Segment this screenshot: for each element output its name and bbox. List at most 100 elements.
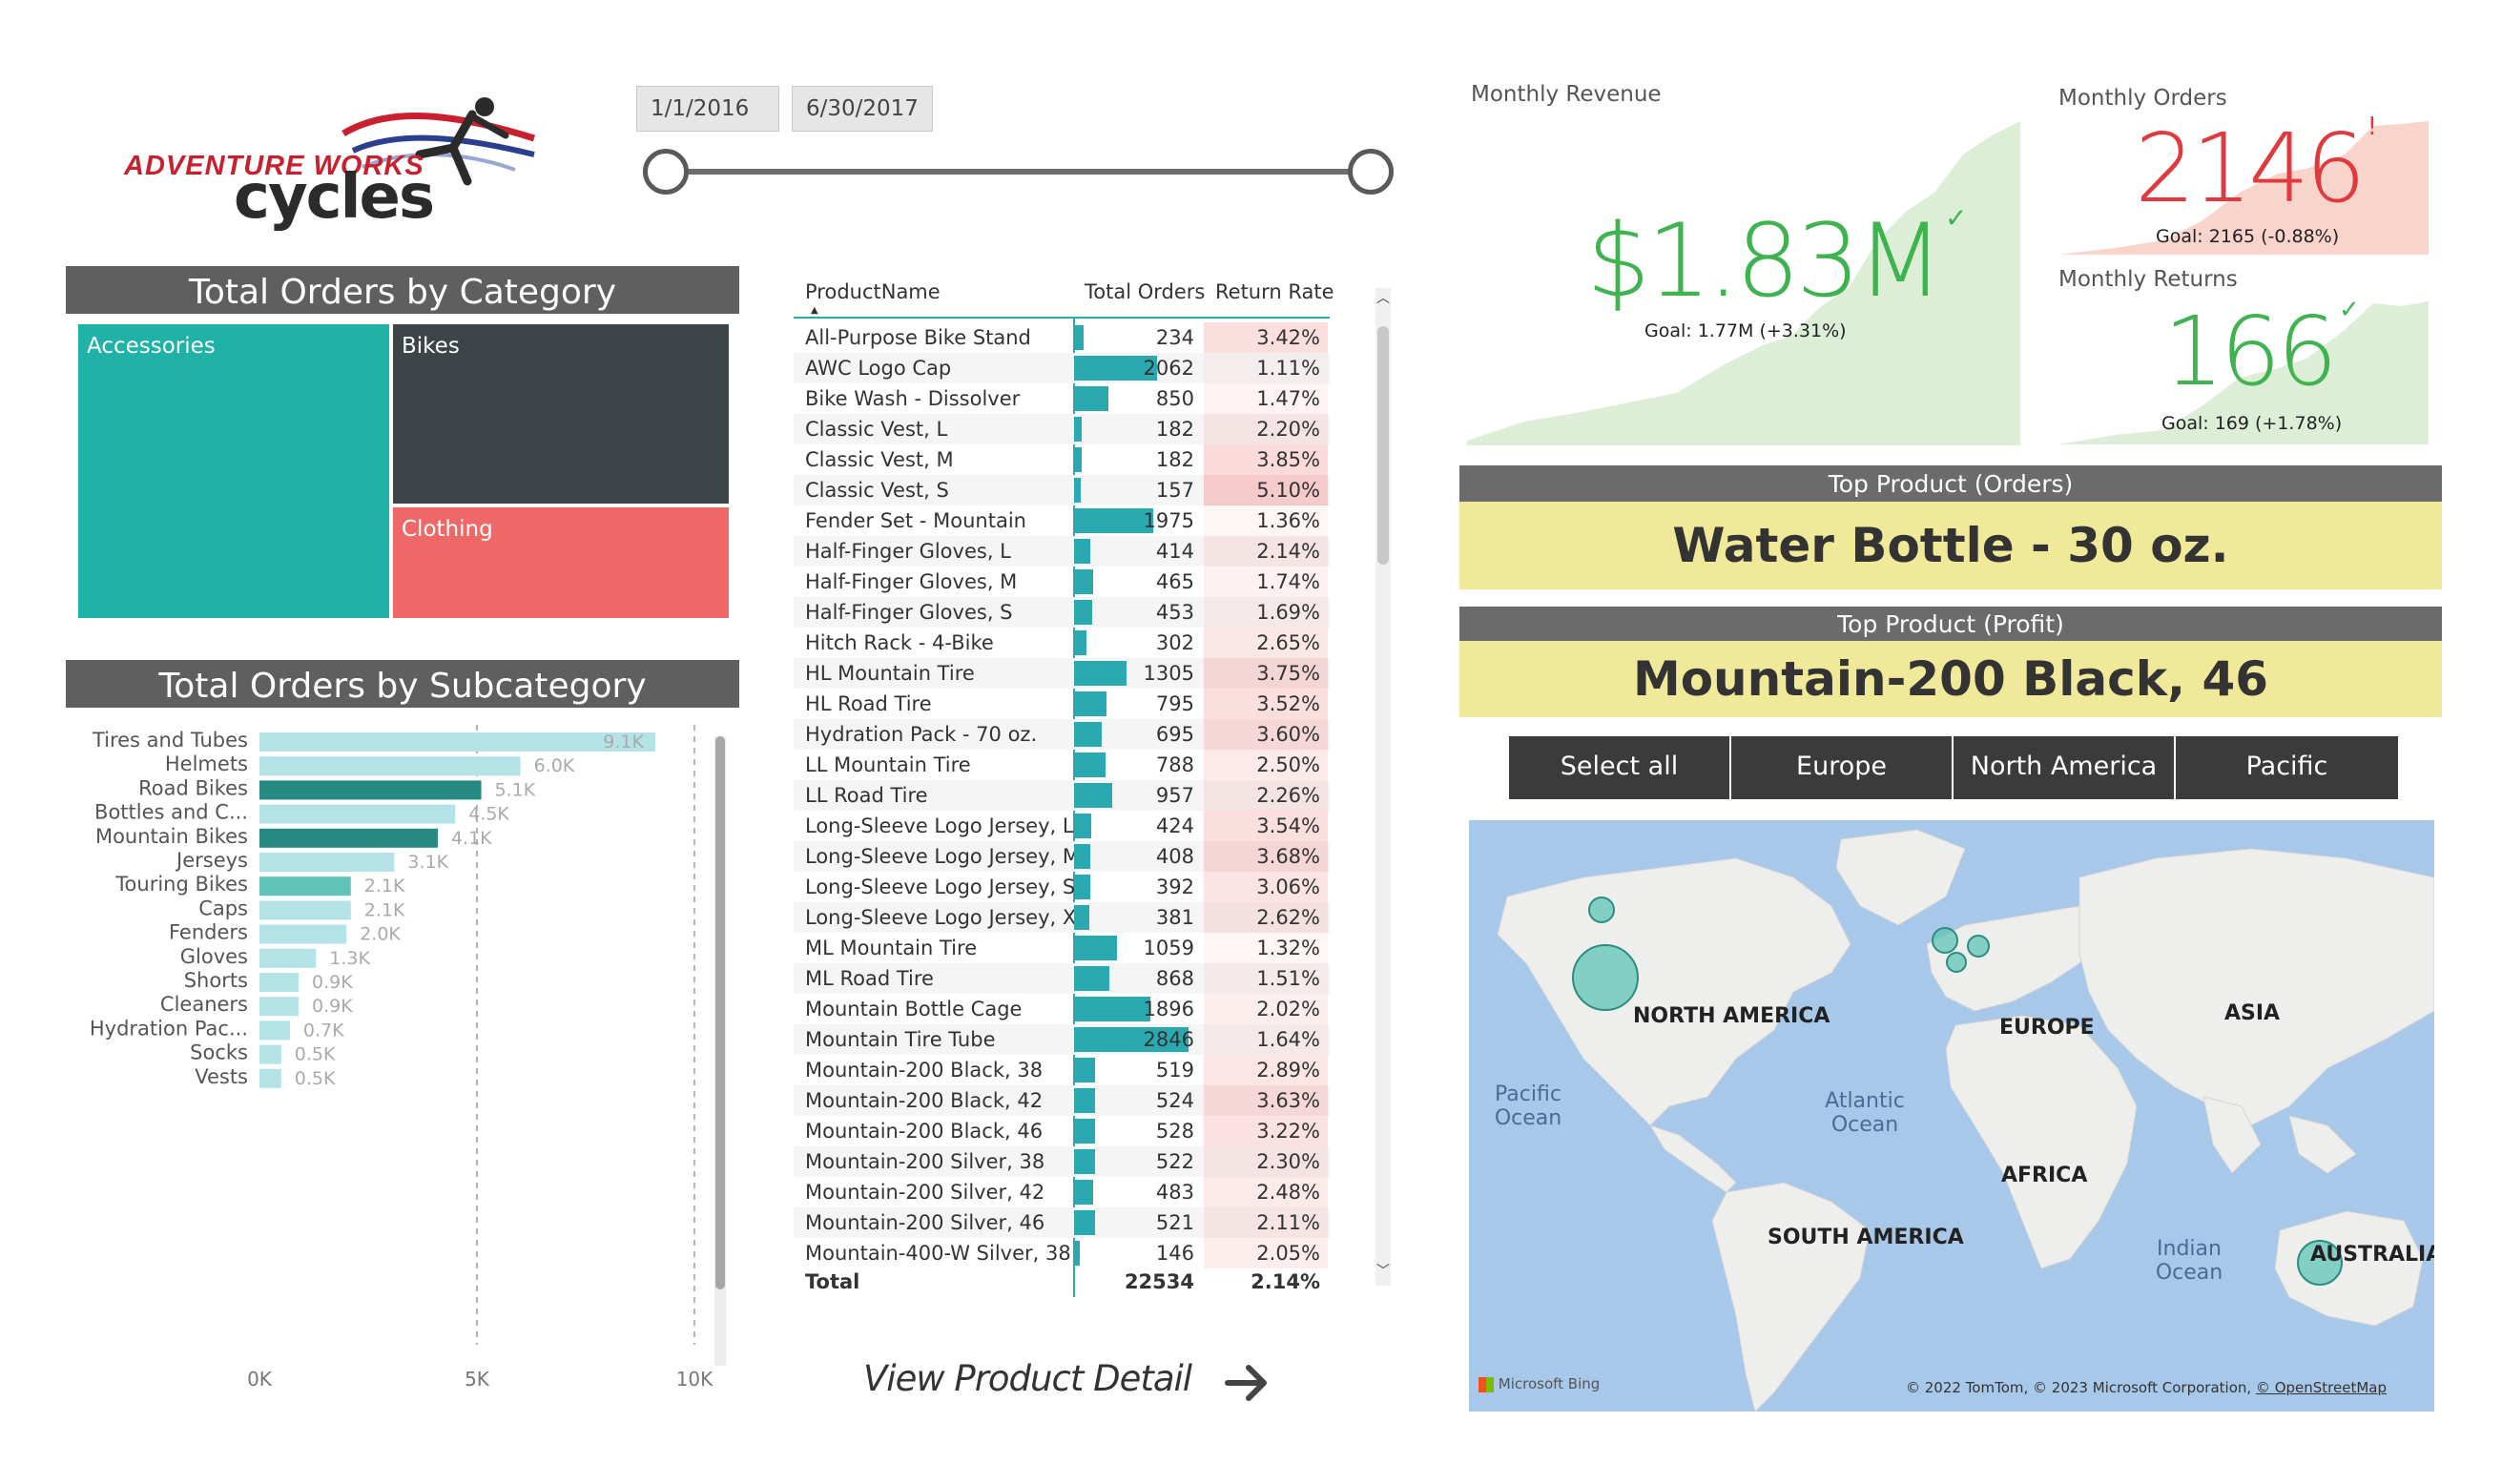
osm-link[interactable]: © OpenStreetMap xyxy=(2255,1379,2387,1396)
subcategory-bar[interactable] xyxy=(259,1068,281,1088)
subcategory-bar[interactable] xyxy=(259,1044,281,1064)
region-button-europe[interactable]: Europe xyxy=(1731,736,1954,799)
orders-databar xyxy=(1074,1027,1189,1052)
map-bubble-australia[interactable] xyxy=(2297,1240,2343,1286)
return-rate-cell: 3.85% xyxy=(1256,448,1320,471)
total-return-rate-value: 2.14% xyxy=(1251,1270,1320,1293)
table-row[interactable]: Mountain Tire Tube 2846 1.64% xyxy=(794,1024,1330,1055)
table-row[interactable]: Half-Finger Gloves, M 465 1.74% xyxy=(794,567,1330,597)
subcategory-bar[interactable] xyxy=(259,853,395,872)
total-orders-cell: 524 xyxy=(1155,1089,1194,1112)
scroll-down-icon[interactable]: ﹀ xyxy=(1376,1264,1390,1279)
table-scrollbar[interactable]: ︿ ﹀ xyxy=(1375,288,1391,1286)
table-row[interactable]: Mountain Bottle Cage 1896 2.02% xyxy=(794,994,1330,1024)
table-row[interactable]: Bike Wash - Dissolver 850 1.47% xyxy=(794,383,1330,414)
top-product-profit-card: Top Product (Profit) Mountain-200 Black,… xyxy=(1459,607,2442,717)
product-name-cell: Mountain-200 Black, 38 xyxy=(805,1059,1044,1082)
chart-scrollbar[interactable] xyxy=(714,736,726,1366)
orders-databar xyxy=(1074,691,1106,716)
table-row[interactable]: Long-Sleeve Logo Jersey, L 424 3.54% xyxy=(794,811,1330,841)
table-row[interactable]: Classic Vest, L 182 2.20% xyxy=(794,414,1330,444)
subcategory-bar[interactable] xyxy=(259,924,347,944)
chart-scrollbar-thumb[interactable] xyxy=(715,736,725,1289)
table-scrollbar-thumb[interactable] xyxy=(1377,326,1389,565)
sales-map[interactable]: NORTH AMERICA EUROPE ASIA AFRICA SOUTH A… xyxy=(1469,820,2434,1412)
map-bubble-canada[interactable] xyxy=(1588,897,1615,923)
subcategory-bar[interactable] xyxy=(259,1020,290,1041)
region-button-north-america[interactable]: North America xyxy=(1954,736,2176,799)
table-row[interactable]: All-Purpose Bike Stand 234 3.42% xyxy=(794,322,1330,353)
orders-databar xyxy=(1074,630,1086,655)
table-row[interactable]: ML Road Tire 868 1.51% xyxy=(794,963,1330,994)
table-row[interactable]: Hitch Rack - 4-Bike 302 2.65% xyxy=(794,628,1330,658)
table-row[interactable]: Mountain-400-W Silver, 38 146 2.05% xyxy=(794,1238,1330,1268)
view-product-detail-label: View Product Detail xyxy=(863,1358,1192,1399)
total-orders-cell: 519 xyxy=(1155,1059,1194,1082)
region-button-select-all[interactable]: Select all xyxy=(1509,736,1731,799)
table-row[interactable]: Classic Vest, S 157 5.10% xyxy=(794,475,1330,505)
table-row[interactable]: Long-Sleeve Logo Jersey, S 392 3.06% xyxy=(794,872,1330,902)
table-row[interactable]: Half-Finger Gloves, S 453 1.69% xyxy=(794,597,1330,628)
total-orders-cell: 408 xyxy=(1155,845,1194,868)
map-label-asia: ASIA xyxy=(2224,1001,2281,1025)
orders-databar xyxy=(1074,1149,1095,1174)
date-start-input[interactable]: 1/1/2016 xyxy=(636,86,779,132)
view-product-detail-button[interactable]: View Product Detail xyxy=(863,1354,1283,1412)
map-bubble-france[interactable] xyxy=(1946,952,1967,973)
subcategory-bar[interactable] xyxy=(259,732,655,752)
return-rate-cell: 3.22% xyxy=(1256,1120,1320,1143)
table-row[interactable]: ML Mountain Tire 1059 1.32% xyxy=(794,933,1330,963)
map-bubble-uk[interactable] xyxy=(1932,927,1958,954)
table-row[interactable]: HL Mountain Tire 1305 3.75% xyxy=(794,658,1330,689)
table-row[interactable]: Mountain-200 Silver, 42 483 2.48% xyxy=(794,1177,1330,1207)
kpi-returns-number: 166 xyxy=(2163,296,2338,407)
product-name-cell: HL Road Tire xyxy=(805,692,932,715)
map-bubble-north-america-large[interactable] xyxy=(1572,944,1639,1011)
subcategory-bar[interactable] xyxy=(259,828,438,848)
treemap-tile-clothing[interactable]: Clothing xyxy=(393,507,729,618)
table-row[interactable]: AWC Logo Cap 2062 1.11% xyxy=(794,353,1330,383)
col-header-return-rate[interactable]: Return Rate xyxy=(1215,280,1334,303)
table-row[interactable]: LL Road Tire 957 2.26% xyxy=(794,780,1330,811)
return-rate-cell: 2.26% xyxy=(1256,784,1320,807)
return-rate-cell: 2.89% xyxy=(1256,1059,1320,1082)
table-row[interactable]: Long-Sleeve Logo Jersey, M 408 3.68% xyxy=(794,841,1330,872)
orders-databar xyxy=(1074,966,1109,991)
subcategory-bar[interactable] xyxy=(259,948,317,968)
col-header-productname[interactable]: ProductName xyxy=(805,280,941,303)
table-row[interactable]: Fender Set - Mountain 1975 1.36% xyxy=(794,505,1330,536)
table-row[interactable]: HL Road Tire 795 3.52% xyxy=(794,689,1330,719)
date-slider-track[interactable] xyxy=(668,169,1374,175)
subcategory-bar[interactable] xyxy=(259,997,300,1017)
scroll-up-icon[interactable]: ︿ xyxy=(1376,291,1390,306)
region-button-pacific[interactable]: Pacific xyxy=(2176,736,2398,799)
subcategory-bar[interactable] xyxy=(259,780,482,800)
table-row[interactable]: Half-Finger Gloves, L 414 2.14% xyxy=(794,536,1330,567)
subcategory-bar[interactable] xyxy=(259,900,351,920)
subcategory-bar[interactable] xyxy=(259,973,300,992)
table-row[interactable]: Mountain-200 Black, 46 528 3.22% xyxy=(794,1116,1330,1146)
table-row[interactable]: Mountain-200 Silver, 46 521 2.11% xyxy=(794,1207,1330,1238)
table-row[interactable]: Mountain-200 Silver, 38 522 2.30% xyxy=(794,1146,1330,1177)
subcategory-bar[interactable] xyxy=(259,876,351,897)
col-header-total-orders[interactable]: Total Orders xyxy=(1085,280,1206,303)
table-row[interactable]: LL Mountain Tire 788 2.50% xyxy=(794,750,1330,780)
date-slider-end-handle[interactable] xyxy=(1348,149,1394,195)
map-bubble-germany[interactable] xyxy=(1967,935,1990,958)
subcategory-bar[interactable] xyxy=(259,756,521,776)
table-row[interactable]: Mountain-200 Black, 38 519 2.89% xyxy=(794,1055,1330,1085)
orders-databar xyxy=(1074,569,1093,594)
treemap-tile-bikes[interactable]: Bikes xyxy=(393,324,729,504)
table-row[interactable]: Hydration Pack - 70 oz. 695 3.60% xyxy=(794,719,1330,750)
date-end-input[interactable]: 6/30/2017 xyxy=(792,86,933,132)
date-slider-start-handle[interactable] xyxy=(643,149,689,195)
category-treemap: Accessories Bikes Clothing xyxy=(78,324,729,618)
table-row[interactable]: Classic Vest, M 182 3.85% xyxy=(794,444,1330,475)
table-row[interactable]: Mountain-200 Black, 42 524 3.63% xyxy=(794,1085,1330,1116)
return-rate-heat xyxy=(1204,719,1328,750)
total-orders-cell: 234 xyxy=(1155,326,1194,349)
treemap-tile-accessories[interactable]: Accessories xyxy=(78,324,389,618)
kpi-monthly-orders: Monthly Orders 2146 ! Goal: 2165 (-0.88%… xyxy=(2058,78,2429,255)
table-row[interactable]: Long-Sleeve Logo Jersey, XL 381 2.62% xyxy=(794,902,1330,933)
subcategory-bar[interactable] xyxy=(259,804,456,824)
